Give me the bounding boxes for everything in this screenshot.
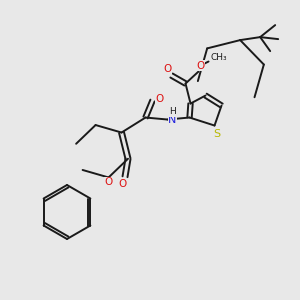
Text: CH₃: CH₃ [210, 53, 227, 62]
Text: H: H [169, 107, 176, 116]
Text: N: N [168, 115, 177, 124]
Text: O: O [155, 94, 164, 103]
Text: O: O [196, 61, 205, 70]
Text: O: O [164, 64, 172, 74]
Text: O: O [104, 178, 113, 188]
Text: O: O [118, 179, 126, 189]
Text: S: S [213, 128, 220, 139]
